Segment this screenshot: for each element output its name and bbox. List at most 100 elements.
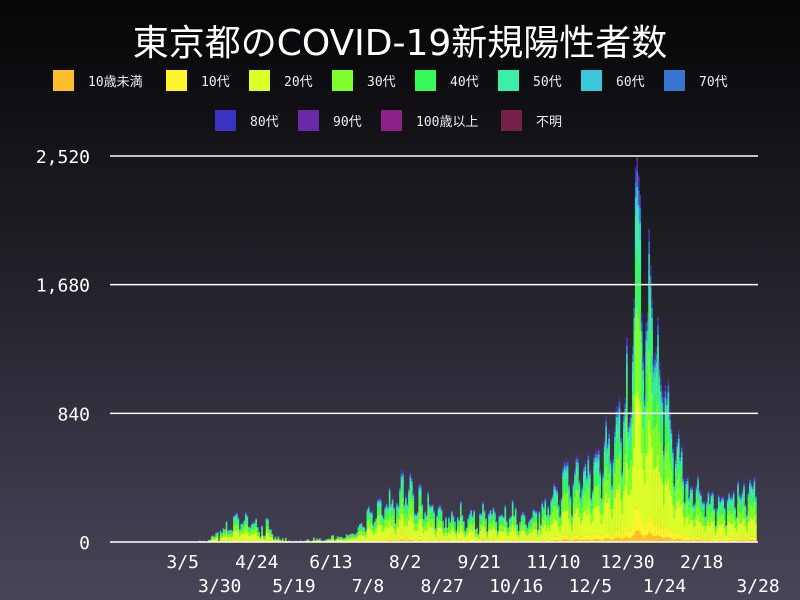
bar-segment [270, 531, 272, 534]
bar-segment [596, 533, 599, 540]
bar-segment [559, 514, 561, 516]
bar-segment [626, 353, 628, 364]
bar-segment [268, 528, 271, 530]
bar-segment [495, 520, 498, 521]
bar-segment [712, 537, 714, 541]
bar-segment [517, 531, 520, 533]
bar-segment [673, 496, 676, 506]
bar-segment [621, 486, 624, 498]
bar-segment [704, 516, 707, 519]
bar-segment [252, 524, 255, 527]
bar-segment [354, 538, 357, 542]
bar-segment [467, 520, 470, 524]
bar-stack [354, 533, 357, 543]
bar-segment [605, 421, 607, 427]
bar-segment [505, 525, 508, 529]
bar-segment [548, 530, 551, 540]
bar-segment [234, 513, 237, 515]
bar-segment [422, 517, 425, 519]
bar-stack [370, 510, 373, 542]
bar-segment [657, 317, 659, 321]
bar-segment [664, 384, 667, 386]
bar-segment [611, 496, 613, 506]
legend-label: 70代 [699, 75, 728, 90]
bar-segment [393, 519, 395, 528]
bar-segment [703, 500, 705, 503]
bar-stack [464, 529, 467, 542]
bar-stack [658, 362, 661, 542]
bar-segment [268, 531, 271, 534]
bar-segment [624, 528, 627, 538]
bar-segment [572, 536, 575, 541]
bar-segment [674, 539, 677, 542]
bar-segment [541, 538, 544, 541]
bar-segment [368, 506, 370, 508]
bar-segment [375, 517, 378, 518]
bar-stack [664, 384, 667, 542]
bar-segment [649, 372, 652, 434]
bar-segment [548, 514, 551, 516]
bar-segment [409, 535, 412, 540]
bar-segment [233, 515, 235, 517]
bar-segment [344, 540, 346, 542]
bar-segment [247, 526, 250, 527]
bar-segment [594, 471, 597, 486]
bar-stack [458, 519, 461, 542]
bar-segment [431, 512, 434, 519]
bar-segment [329, 539, 332, 541]
bar-segment [467, 518, 470, 520]
bar-stack [685, 478, 688, 542]
bar-segment [387, 508, 389, 511]
bar-segment [369, 539, 372, 542]
bar-segment [590, 502, 593, 508]
bar-segment [532, 509, 535, 511]
bar-segment [335, 540, 338, 542]
bar-segment [511, 500, 514, 502]
bar-segment [236, 523, 238, 531]
bar-stack [405, 494, 407, 542]
bar-segment [603, 442, 606, 447]
bar-segment [548, 515, 551, 517]
bar-segment [393, 538, 395, 541]
bar-segment [614, 454, 616, 473]
bar-segment [348, 538, 351, 542]
bar-segment [593, 539, 596, 542]
bar-segment [280, 540, 283, 542]
bar-stack [393, 505, 395, 542]
bar-segment [710, 522, 713, 538]
bar-segment [473, 511, 475, 513]
bar-segment [366, 521, 369, 529]
bar-segment [215, 534, 217, 537]
bar-segment [454, 540, 456, 542]
bar-segment [236, 513, 238, 515]
bar-segment [385, 538, 388, 541]
bar-segment [329, 540, 332, 542]
bar-segment [691, 485, 693, 487]
bar-segment [637, 263, 640, 319]
bar-segment [494, 517, 496, 523]
legend-swatch [381, 110, 402, 131]
bar-segment [454, 520, 456, 521]
bar-segment [645, 375, 647, 409]
bar-segment [667, 442, 670, 479]
bar-segment [609, 457, 612, 459]
bar-segment [577, 476, 579, 490]
bar-segment [670, 425, 673, 429]
bar-stack [535, 510, 538, 542]
bar-segment [716, 514, 719, 521]
bar-segment [479, 523, 481, 531]
bar-segment [313, 537, 315, 539]
bar-segment [363, 527, 366, 529]
bar-segment [652, 470, 655, 526]
bar-segment [400, 539, 403, 542]
legend-swatch [498, 70, 519, 91]
bar-segment [568, 518, 570, 537]
bar-segment [636, 248, 639, 307]
bar-segment [393, 508, 395, 511]
bar-segment [663, 533, 665, 540]
bar-segment [714, 535, 717, 541]
bar-segment [637, 318, 640, 400]
bar-segment [461, 517, 464, 521]
bar-segment [228, 534, 231, 538]
bar-segment [492, 506, 495, 508]
